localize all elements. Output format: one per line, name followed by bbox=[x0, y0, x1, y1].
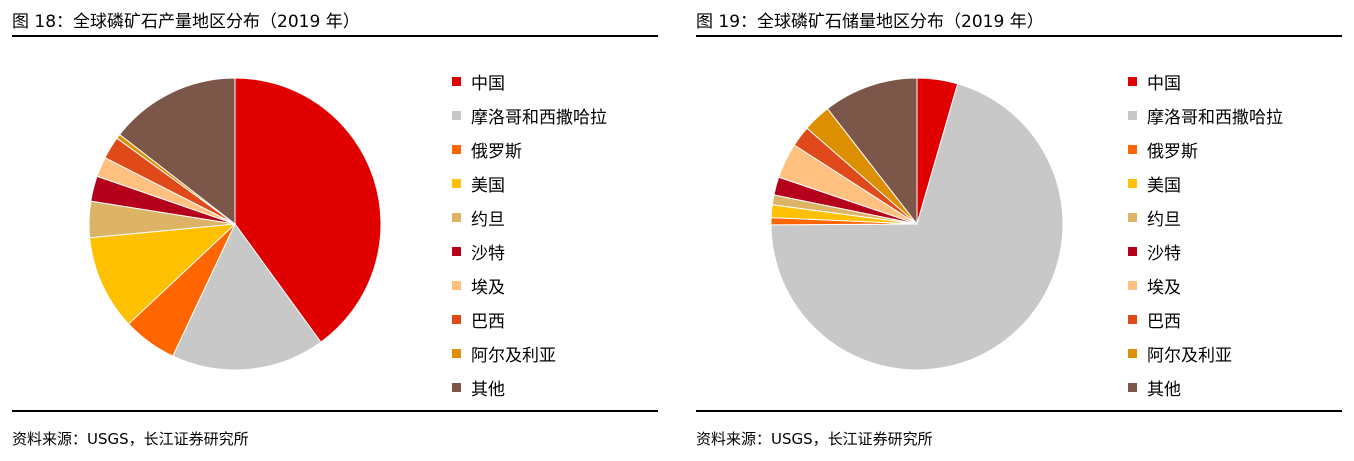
legend-item: 摩洛哥和西撒哈拉 bbox=[1128, 98, 1283, 132]
pie-chart bbox=[770, 77, 1064, 371]
legend-item: 巴西 bbox=[452, 302, 607, 336]
legend-swatch bbox=[1128, 280, 1137, 290]
legend-swatch bbox=[452, 382, 461, 392]
legend-item: 美国 bbox=[452, 166, 607, 200]
legend-label: 俄罗斯 bbox=[1147, 141, 1198, 162]
legend-item: 约旦 bbox=[452, 200, 607, 234]
legend-label: 其他 bbox=[1147, 379, 1181, 400]
chart-panel-production: 图 18：全球磷矿石产量地区分布（2019 年） 中国摩洛哥和西撒哈拉 俄罗斯美国… bbox=[12, 0, 662, 461]
legend-label: 美国 bbox=[1147, 175, 1181, 196]
source-note: 资料来源：USGS，长江证券研究所 bbox=[696, 430, 933, 448]
legend-swatch bbox=[1128, 178, 1137, 188]
legend-label: 沙特 bbox=[1147, 243, 1181, 264]
pie-slice-3 bbox=[89, 223, 237, 325]
divider bbox=[12, 410, 658, 412]
pie-slice-0 bbox=[234, 77, 382, 343]
legend-label: 巴西 bbox=[471, 311, 505, 332]
divider bbox=[12, 35, 658, 37]
source-note: 资料来源：USGS，长江证券研究所 bbox=[12, 430, 249, 448]
legend-item: 埃及 bbox=[452, 268, 607, 302]
pie-slice-9 bbox=[118, 77, 236, 226]
legend-label: 摩洛哥和西撒哈拉 bbox=[471, 107, 607, 128]
legend-item: 俄罗斯 bbox=[1128, 132, 1283, 166]
pie-slice-1 bbox=[770, 83, 1064, 371]
legend-swatch bbox=[1128, 76, 1137, 86]
legend-item: 中国 bbox=[452, 64, 607, 98]
legend-label: 美国 bbox=[471, 175, 505, 196]
legend-item: 埃及 bbox=[1128, 268, 1283, 302]
pie-slice-9 bbox=[826, 77, 918, 226]
legend: 中国摩洛哥和西撒哈拉 俄罗斯美国约旦沙特埃及巴西阿尔及利亚其他 bbox=[452, 64, 607, 404]
legend-label: 俄罗斯 bbox=[471, 141, 522, 162]
legend-item: 沙特 bbox=[452, 234, 607, 268]
legend-item: 沙特 bbox=[1128, 234, 1283, 268]
legend-swatch bbox=[452, 212, 461, 222]
legend-label: 巴西 bbox=[1147, 311, 1181, 332]
chart-panel-reserves: 图 19：全球磷矿石储量地区分布（2019 年） 中国摩洛哥和西撒哈拉 俄罗斯美国… bbox=[696, 0, 1346, 461]
divider bbox=[696, 35, 1342, 37]
legend-swatch bbox=[452, 144, 461, 154]
legend-item: 俄罗斯 bbox=[452, 132, 607, 166]
legend-swatch bbox=[1128, 246, 1137, 256]
legend-label: 中国 bbox=[471, 73, 505, 94]
legend-item: 阿尔及利亚 bbox=[1128, 336, 1283, 370]
legend-label: 阿尔及利亚 bbox=[471, 345, 556, 366]
pie-chart bbox=[88, 77, 382, 371]
legend-item: 美国 bbox=[1128, 166, 1283, 200]
legend-label: 其他 bbox=[471, 379, 505, 400]
legend: 中国摩洛哥和西撒哈拉 俄罗斯美国约旦沙特埃及巴西阿尔及利亚其他 bbox=[1128, 64, 1283, 404]
legend-swatch bbox=[1128, 144, 1137, 154]
legend-label: 约旦 bbox=[471, 209, 505, 230]
legend-item: 其他 bbox=[1128, 370, 1283, 404]
legend-item: 中国 bbox=[1128, 64, 1283, 98]
legend-swatch bbox=[1128, 348, 1137, 358]
chart-title: 图 19：全球磷矿石储量地区分布（2019 年） bbox=[696, 12, 1044, 32]
legend-swatch bbox=[452, 280, 461, 290]
legend-swatch bbox=[452, 110, 461, 120]
legend-label: 约旦 bbox=[1147, 209, 1181, 230]
chart-title: 图 18：全球磷矿石产量地区分布（2019 年） bbox=[12, 12, 360, 32]
pie-slice-1 bbox=[172, 223, 322, 371]
legend-label: 摩洛哥和西撒哈拉 bbox=[1147, 107, 1283, 128]
legend-swatch bbox=[1128, 110, 1137, 120]
legend-item: 巴西 bbox=[1128, 302, 1283, 336]
legend-label: 埃及 bbox=[471, 277, 505, 298]
legend-item: 阿尔及利亚 bbox=[452, 336, 607, 370]
legend-swatch bbox=[452, 314, 461, 324]
legend-swatch bbox=[452, 178, 461, 188]
legend-swatch bbox=[452, 348, 461, 358]
legend-swatch bbox=[1128, 212, 1137, 222]
legend-label: 埃及 bbox=[1147, 277, 1181, 298]
legend-item: 约旦 bbox=[1128, 200, 1283, 234]
legend-swatch bbox=[452, 76, 461, 86]
legend-label: 中国 bbox=[1147, 73, 1181, 94]
legend-item: 摩洛哥和西撒哈拉 bbox=[452, 98, 607, 132]
legend-label: 沙特 bbox=[471, 243, 505, 264]
legend-swatch bbox=[1128, 382, 1137, 392]
legend-item: 其他 bbox=[452, 370, 607, 404]
divider bbox=[696, 410, 1342, 412]
legend-swatch bbox=[1128, 314, 1137, 324]
legend-swatch bbox=[452, 246, 461, 256]
legend-label: 阿尔及利亚 bbox=[1147, 345, 1232, 366]
